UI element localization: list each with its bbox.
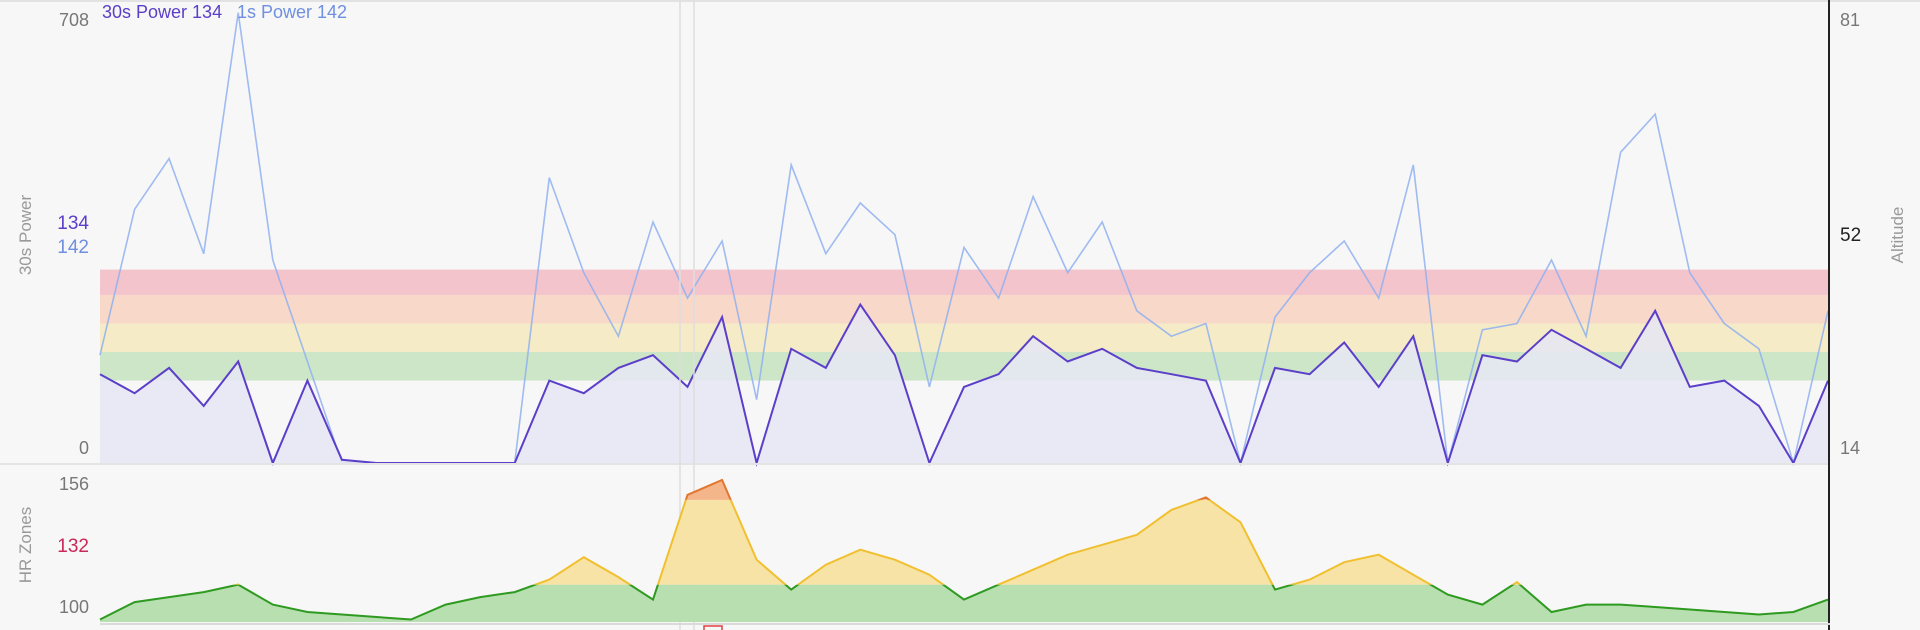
- hr-zone-green-area: [100, 584, 1828, 622]
- altitude-tick-max: 81: [1840, 10, 1860, 30]
- power-zone-band: [100, 269, 1828, 295]
- y-axis-title-altitude: Altitude: [1888, 207, 1907, 264]
- altitude-current: 52: [1840, 225, 1861, 246]
- current-1s-value: 142: [57, 237, 89, 258]
- y-axis-title-hr: HR Zones: [16, 507, 35, 584]
- hr-zone-yellow-area: [238, 499, 1520, 585]
- hr-tick-min: 100: [59, 597, 89, 617]
- hr-zone-green-line: [99, 584, 1829, 621]
- hr-zones-chart: [99, 478, 1829, 622]
- y-tick-max: 708: [59, 10, 89, 30]
- y-tick-zero: 0: [79, 438, 89, 458]
- y-axis-title-power: 30s Power: [16, 195, 35, 276]
- legend-30s-power: 30s Power 134: [102, 2, 222, 22]
- lap-marker-icon[interactable]: [703, 625, 723, 630]
- hr-tick-max: 156: [59, 474, 89, 494]
- altitude-tick-min: 14: [1840, 438, 1860, 458]
- hr-zone-yellow: [233, 499, 1522, 585]
- legend-1s-power: 1s Power 142: [237, 2, 347, 22]
- power-zone-bands: [100, 269, 1828, 381]
- power-zone-band: [100, 294, 1828, 324]
- current-30s-value: 134: [57, 213, 89, 234]
- hr-zone-green: [99, 584, 1829, 622]
- hr-current-value: 132: [57, 536, 89, 557]
